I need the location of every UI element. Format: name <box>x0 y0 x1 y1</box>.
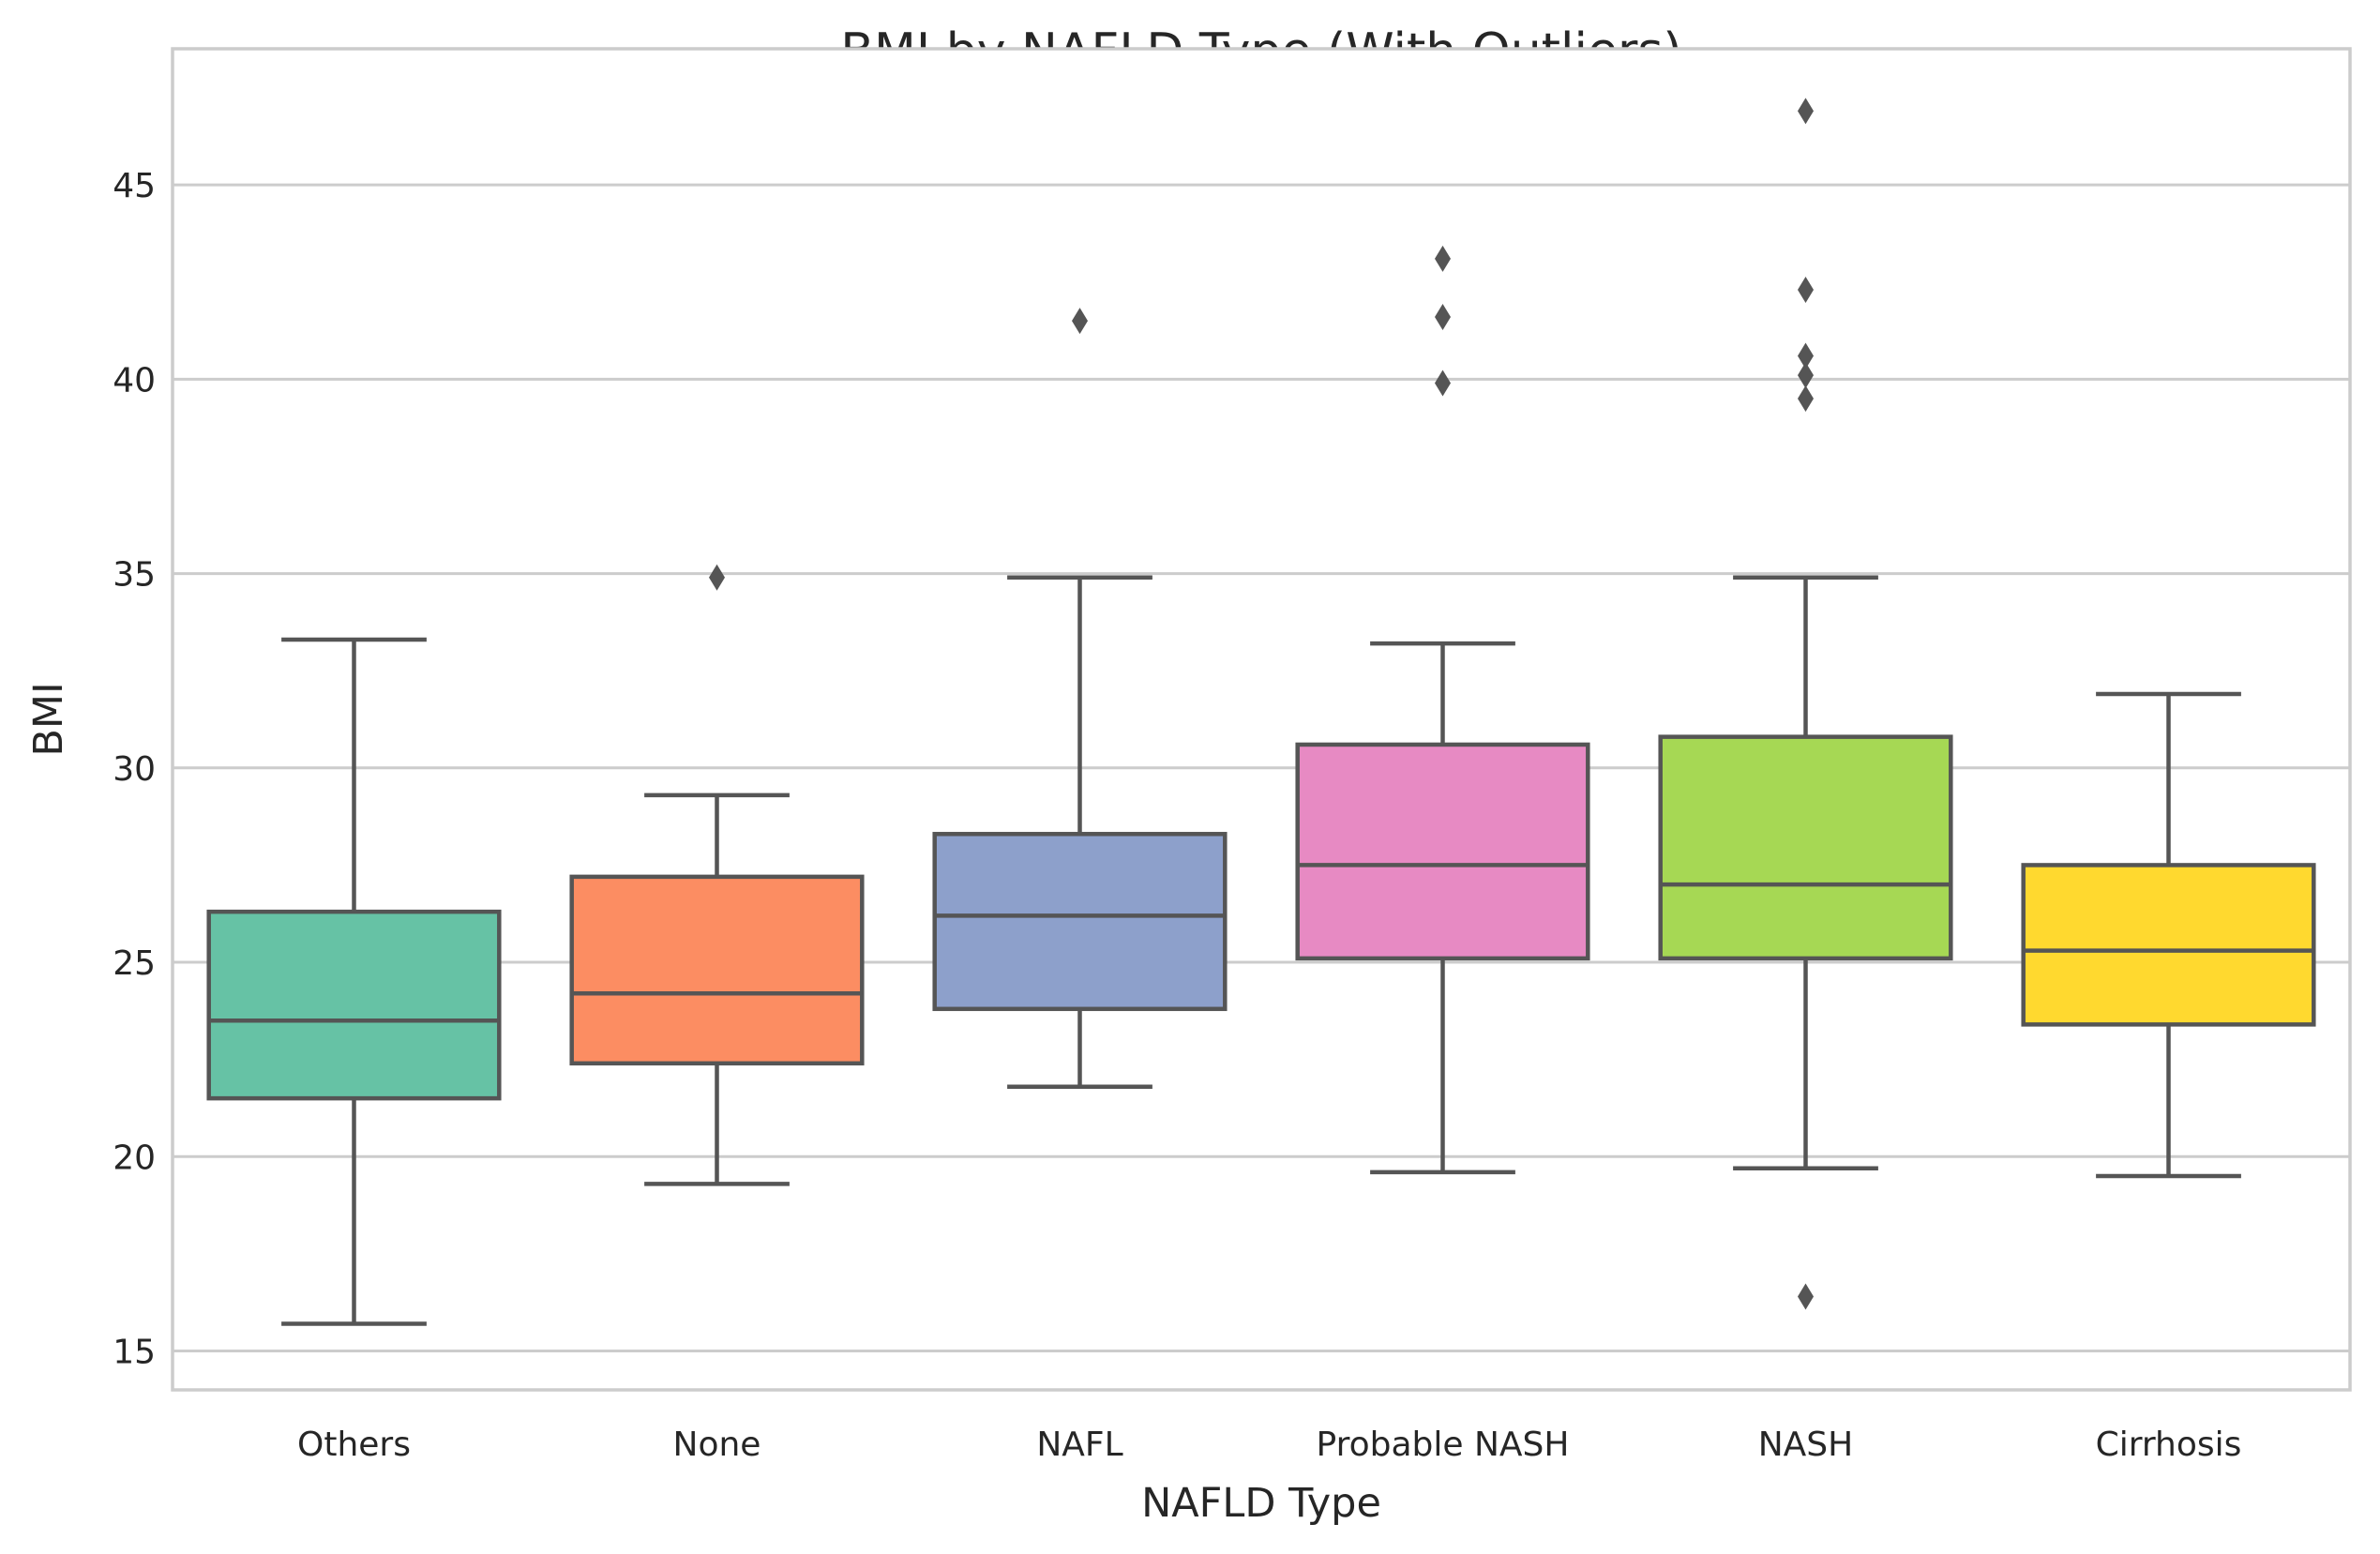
y-tick-label: 15 <box>113 1334 156 1372</box>
box-group <box>1295 245 1590 1175</box>
y-axis-ticks: 15 20 25 30 35 40 45 <box>113 167 156 1371</box>
outlier-point <box>1798 1283 1814 1310</box>
y-tick-label: 40 <box>113 361 156 400</box>
x-tick-label: Cirrhosis <box>2096 1426 2242 1464</box>
outlier-point <box>1072 308 1088 335</box>
x-axis-label: NAFLD Type <box>1141 1480 1381 1527</box>
outlier-point <box>1435 245 1451 272</box>
box-group <box>206 637 502 1326</box>
box-iqr <box>2021 863 2316 1027</box>
outlier-point <box>1798 98 1814 125</box>
x-tick-label: NASH <box>1758 1426 1853 1464</box>
outlier-point <box>1798 362 1814 389</box>
gridlines <box>173 183 2350 1353</box>
box-iqr <box>1295 742 1590 961</box>
box-group <box>569 564 865 1186</box>
box-iqr <box>932 832 1228 1012</box>
box-group <box>1658 98 1953 1310</box>
y-tick-label: 25 <box>113 944 156 983</box>
x-tick-label: None <box>673 1426 761 1464</box>
plot-area <box>171 47 2352 1392</box>
box-group <box>932 308 1228 1089</box>
box-iqr <box>206 909 502 1101</box>
x-tick-label: Probable NASH <box>1317 1426 1570 1464</box>
x-tick-label: NAFL <box>1036 1426 1122 1464</box>
y-tick-label: 45 <box>113 167 156 205</box>
box-group <box>2021 691 2316 1179</box>
outlier-point <box>709 564 725 591</box>
outlier-point <box>1798 342 1814 370</box>
boxes <box>206 98 2316 1326</box>
y-tick-label: 35 <box>113 556 156 595</box>
outlier-point <box>1435 304 1451 330</box>
outlier-point <box>1798 276 1814 303</box>
outlier-point <box>1435 370 1451 397</box>
x-tick-label: Others <box>297 1426 411 1464</box>
y-tick-label: 20 <box>113 1139 156 1177</box>
plot-background <box>173 49 2350 1390</box>
x-axis-ticks: Others None NAFL Probable NASH NASH Cirrhosis <box>297 1426 2241 1464</box>
y-axis-label: BMI <box>25 682 72 756</box>
plot-frame <box>171 47 2352 1392</box>
outlier-point <box>1798 385 1814 413</box>
box-iqr <box>1658 734 1953 961</box>
box-iqr <box>569 874 865 1066</box>
y-tick-label: 30 <box>113 750 156 789</box>
